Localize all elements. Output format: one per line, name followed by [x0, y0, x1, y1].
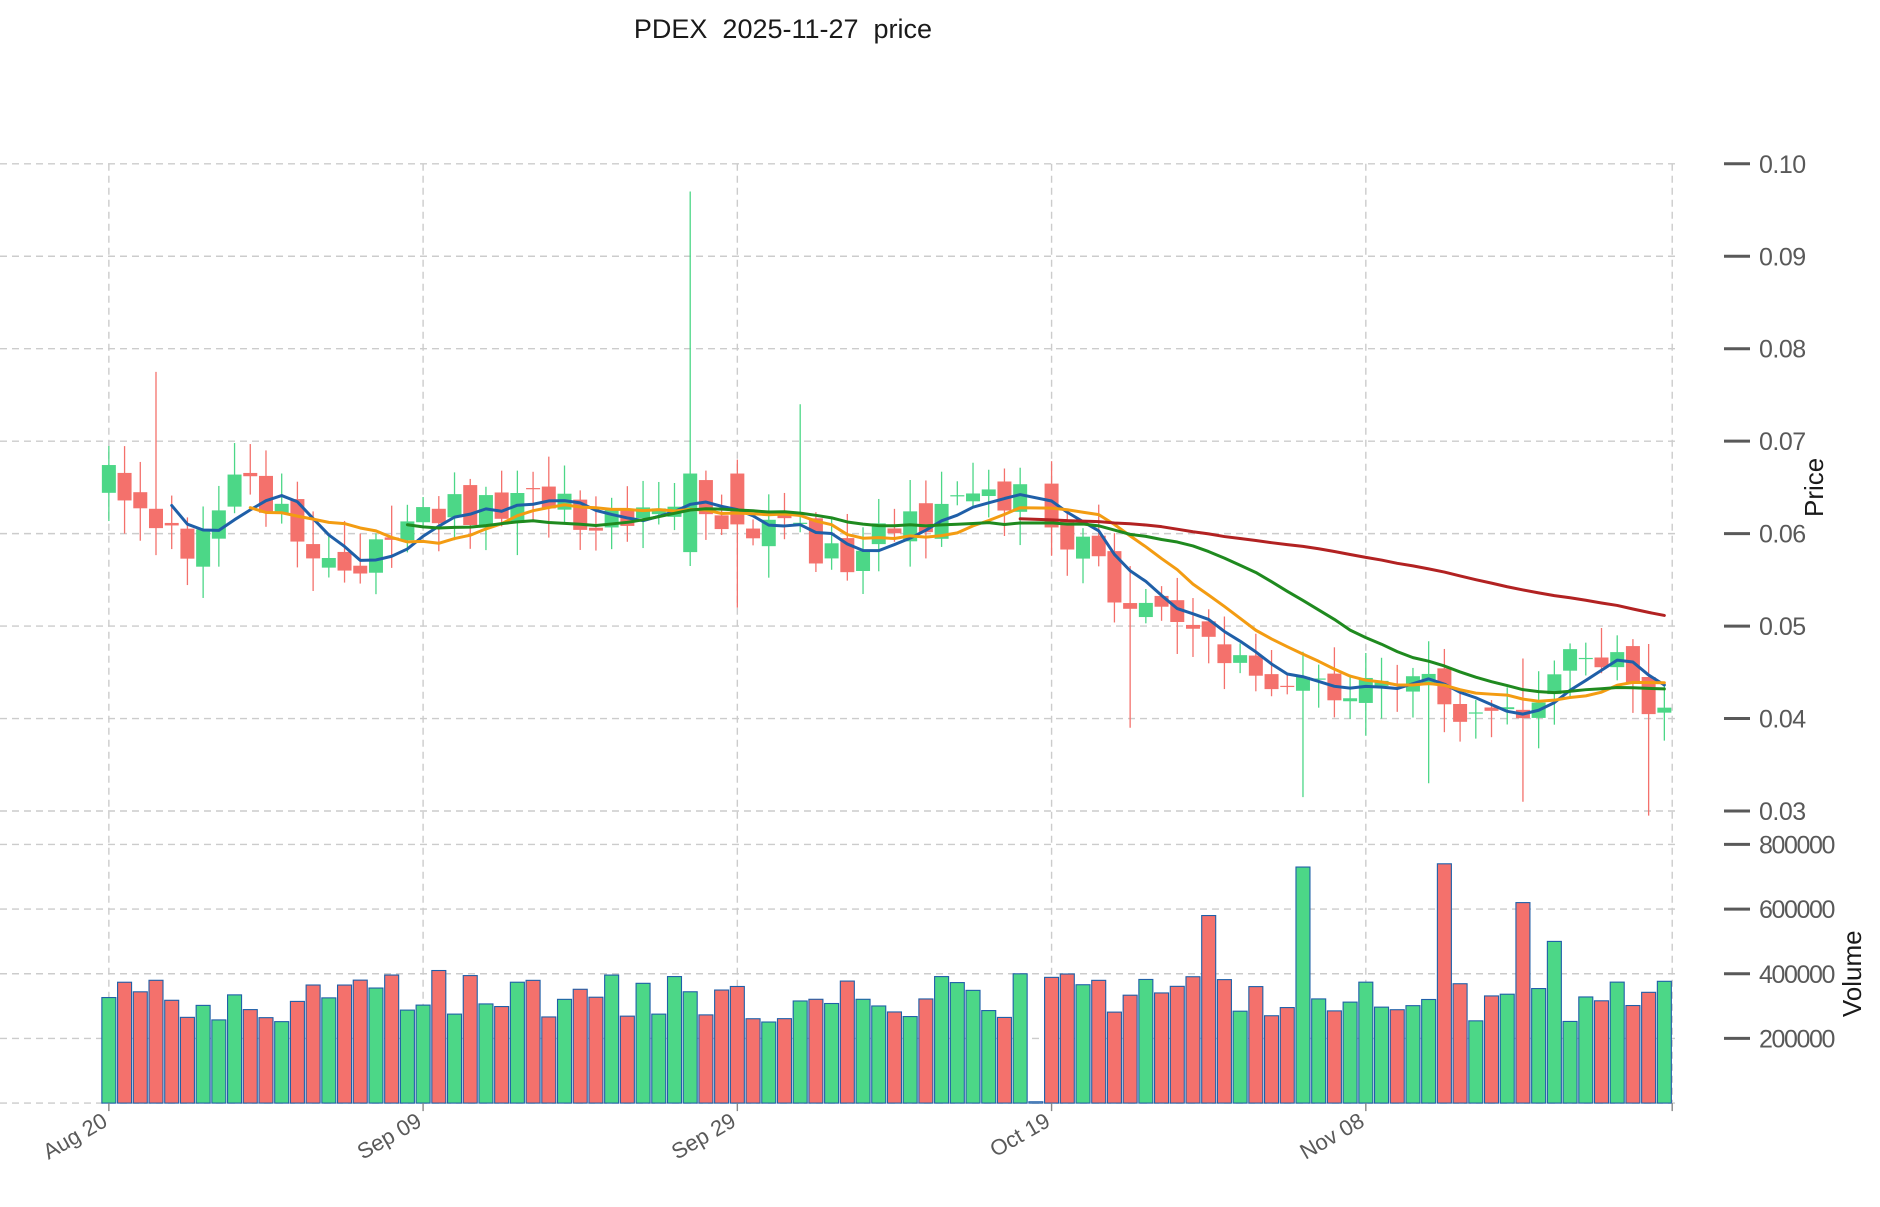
svg-text:Price: Price [1799, 458, 1829, 517]
svg-text:Sep 29: Sep 29 [667, 1108, 740, 1165]
svg-text:0.03: 0.03 [1759, 798, 1806, 826]
svg-text:0.04: 0.04 [1759, 706, 1806, 734]
svg-text:Oct 19: Oct 19 [985, 1108, 1054, 1162]
svg-text:800000: 800000 [1759, 831, 1835, 859]
svg-text:200000: 200000 [1759, 1025, 1835, 1053]
svg-text:Aug 20: Aug 20 [38, 1108, 111, 1165]
svg-text:Nov 08: Nov 08 [1295, 1108, 1368, 1165]
svg-text:Volume: Volume [1837, 930, 1867, 1017]
svg-text:0.08: 0.08 [1759, 336, 1806, 364]
svg-text:0.07: 0.07 [1759, 428, 1806, 456]
svg-text:0.09: 0.09 [1759, 243, 1806, 271]
svg-text:0.05: 0.05 [1759, 613, 1806, 641]
svg-text:400000: 400000 [1759, 961, 1835, 989]
svg-text:600000: 600000 [1759, 896, 1835, 924]
svg-text:0.10: 0.10 [1759, 151, 1806, 179]
svg-text:0.06: 0.06 [1759, 521, 1806, 549]
svg-text:Sep 09: Sep 09 [353, 1108, 426, 1165]
